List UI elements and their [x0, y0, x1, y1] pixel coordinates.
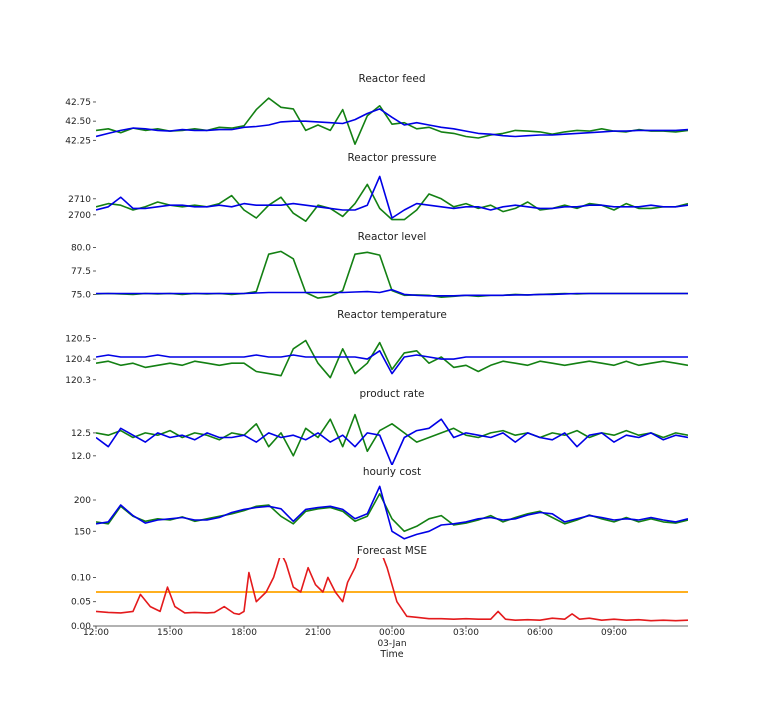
panel-product-rate: product rate 12.0 12.5 — [71, 388, 688, 465]
y-tick-label: 42.75 — [65, 98, 91, 108]
panel-title: Reactor pressure — [347, 152, 436, 164]
y-tick-label: 0.00 — [71, 622, 91, 632]
y-tick-label: 77.5 — [71, 267, 91, 277]
actual-series-line — [96, 108, 688, 138]
x-tick-label: 09:00 — [601, 628, 627, 638]
panel-title: Reactor temperature — [337, 309, 447, 321]
y-tick-label: 2710 — [68, 195, 91, 205]
x-tick-label: 12:00 — [83, 628, 109, 638]
x-axis-label: Time — [379, 649, 403, 660]
x-tick-sublabel: 03-Jan — [377, 639, 406, 649]
x-tick-label: 06:00 — [527, 628, 553, 638]
mse-series-line — [96, 558, 688, 622]
y-tick-label: 12.0 — [71, 452, 91, 462]
x-tick-label: 00:00 — [379, 628, 405, 638]
panel-title: Forecast MSE — [357, 545, 427, 557]
actual-series-line — [96, 485, 688, 540]
panel-title: Reactor level — [358, 231, 427, 243]
forecast-series-line — [96, 413, 688, 457]
subplot-stack: Reactor feed 42.25 42.50 42.75 Reactor press… — [65, 73, 688, 660]
x-tick-label: 21:00 — [305, 628, 331, 638]
y-tick-label: 12.5 — [71, 429, 91, 439]
x-tick-label: 03:00 — [453, 628, 479, 638]
y-tick-label: 0.10 — [71, 573, 91, 583]
y-tick-label: 200 — [74, 496, 91, 506]
actual-series-line — [96, 418, 688, 465]
y-tick-label: 120.5 — [65, 334, 91, 344]
actual-series-line — [96, 175, 688, 219]
x-tick-label: 15:00 — [157, 628, 183, 638]
y-tick-label: 42.50 — [65, 117, 91, 127]
panel-title: Reactor feed — [359, 73, 426, 85]
panel-hourly-cost: hourly cost 150 200 — [74, 466, 688, 540]
y-tick-label: 120.4 — [65, 355, 91, 365]
y-tick-label: 80.0 — [71, 244, 91, 254]
y-tick-label: 0.05 — [71, 598, 91, 608]
forecast-series-line — [96, 339, 688, 379]
panel-title: product rate — [359, 388, 424, 400]
forecast-series-line — [96, 492, 688, 533]
panel-forecast-mse: Forecast MSE 0.00 0.05 0.10 12:00 15:00 18:00 2… — [71, 545, 688, 660]
y-tick-label: 75.0 — [71, 290, 91, 300]
panel-reactor-feed: Reactor feed 42.25 42.50 42.75 — [65, 73, 688, 146]
forecast-series-line — [96, 97, 688, 145]
y-tick-label: 42.25 — [65, 136, 91, 146]
actual-series-line — [96, 288, 688, 297]
panel-reactor-level: Reactor level 75.0 77.5 80.0 — [71, 231, 688, 300]
forecast-series-line — [96, 183, 688, 222]
forecast-series-line — [96, 250, 688, 299]
y-tick-label: 150 — [74, 527, 91, 537]
panel-title: hourly cost — [363, 466, 421, 478]
panel-reactor-pressure: Reactor pressure 2700 2710 — [68, 152, 688, 222]
y-tick-label: 120.3 — [65, 376, 91, 386]
actual-series-line — [96, 349, 688, 375]
panel-reactor-temperature: Reactor temperature 120.3 120.4 120.5 — [65, 309, 688, 386]
x-tick-label: 18:00 — [231, 628, 257, 638]
y-tick-label: 2700 — [68, 211, 91, 221]
